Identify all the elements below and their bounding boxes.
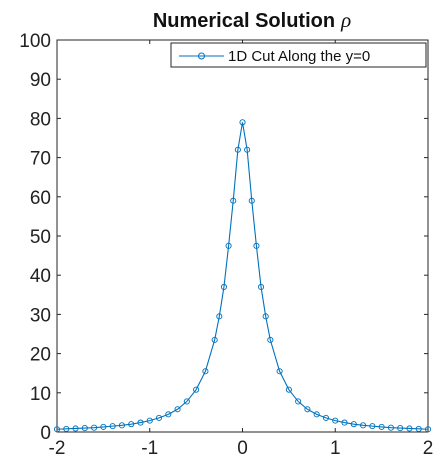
data-point	[360, 422, 367, 429]
data-point	[378, 423, 385, 430]
data-point	[276, 368, 283, 375]
chart-title: Numerical Solution ρ	[153, 8, 351, 32]
data-point	[216, 313, 223, 320]
legend: 1D Cut Along the y=0	[170, 42, 427, 68]
data-point	[262, 313, 269, 320]
y-tick-label: 20	[30, 345, 51, 366]
data-point	[137, 419, 144, 426]
data-point	[415, 425, 422, 432]
data-point	[128, 421, 135, 428]
y-tick-label: 80	[30, 109, 51, 130]
data-point	[369, 423, 376, 430]
y-tick-label: 60	[30, 188, 51, 209]
data-point	[91, 424, 98, 431]
y-axis: 0 10 20 30 40 50 60 70 80 90 100	[19, 31, 428, 444]
y-tick-label: 70	[30, 149, 51, 170]
y-tick-label: 90	[30, 70, 51, 91]
data-point	[220, 283, 227, 291]
data-point	[244, 146, 251, 153]
data-point	[72, 425, 79, 432]
data-point	[225, 242, 232, 249]
data-point	[193, 386, 200, 393]
data-point	[332, 417, 339, 424]
data-point	[304, 406, 311, 413]
y-tick-label: 30	[30, 305, 51, 326]
data-point	[183, 398, 190, 405]
data-point	[257, 283, 265, 291]
plot-area	[56, 39, 429, 433]
x-tick-label: -1	[141, 438, 158, 459]
x-axis: -2 -1 0 1 2	[49, 40, 434, 459]
data-point	[155, 414, 163, 421]
data-point	[397, 425, 404, 432]
data-point	[267, 336, 274, 343]
data-point	[350, 421, 357, 428]
data-point	[248, 197, 255, 204]
data-point	[174, 406, 181, 413]
data-point	[313, 411, 320, 418]
data-point	[253, 242, 260, 249]
y-tick-label: 0	[40, 423, 51, 444]
chart-title-symbol: ρ	[340, 8, 351, 32]
series-line	[56, 122, 429, 430]
data-point	[295, 398, 302, 405]
chart-title-text: Numerical Solution	[153, 10, 335, 32]
x-tick-label: 2	[423, 438, 434, 459]
data-point	[285, 386, 292, 393]
y-tick-label: 100	[19, 31, 51, 52]
data-point	[322, 414, 330, 421]
y-tick-label: 50	[30, 227, 51, 248]
data-point	[100, 423, 107, 430]
data-point	[165, 411, 172, 418]
data-point	[406, 425, 413, 432]
data-point	[239, 119, 246, 126]
data-point	[109, 423, 116, 430]
series-layer	[53, 119, 432, 433]
data-point	[211, 336, 218, 343]
data-point	[230, 197, 237, 204]
data-point	[118, 422, 125, 429]
data-point	[387, 424, 394, 431]
legend-box	[170, 42, 427, 68]
data-point	[53, 426, 61, 433]
data-point	[81, 425, 88, 432]
x-tick-label: -2	[49, 438, 66, 459]
y-tick-label: 10	[30, 384, 51, 405]
legend-label: 1D Cut Along the y=0	[228, 48, 370, 65]
data-point	[341, 419, 348, 426]
x-tick-label: 0	[237, 438, 248, 459]
x-tick-label: 1	[330, 438, 341, 459]
legend-marker-swatch	[198, 52, 205, 60]
data-point	[424, 426, 432, 433]
data-point	[146, 417, 153, 424]
data-point	[63, 425, 70, 432]
y-tick-label: 40	[30, 266, 51, 287]
data-point	[234, 146, 241, 153]
data-point	[202, 368, 209, 375]
